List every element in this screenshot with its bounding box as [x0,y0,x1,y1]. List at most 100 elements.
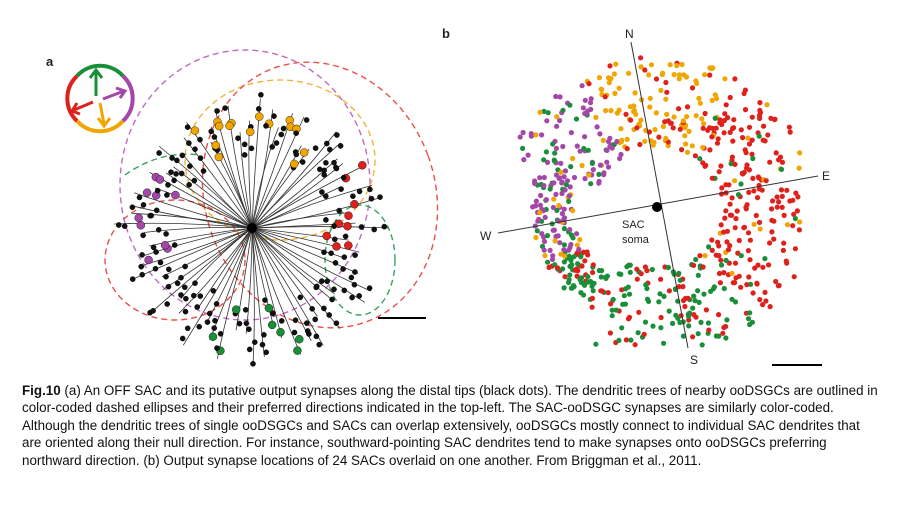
synapse-dot [754,281,760,287]
synapse-dot [179,335,186,342]
synapse-dot [552,150,558,156]
synapse-dot [328,250,334,256]
synapse-dot [695,288,701,294]
synapse-dot [165,182,171,188]
synapse-dot [541,174,547,181]
synapse-dot [144,255,153,265]
dendrite [251,227,312,342]
synapse-dot [732,280,738,286]
synapse-dot [713,333,720,339]
synapse-dot [554,207,560,213]
synapse-dot [574,231,580,237]
synapse-dot [660,123,667,130]
synapse-dot [537,109,543,115]
synapse-dot [637,141,643,148]
synapse-dot [663,79,669,86]
synapse-dot [663,96,669,102]
synapse-dot [590,167,596,173]
dendrite [251,131,337,229]
synapse-dot [605,290,611,296]
synapse-dot [649,266,655,273]
synapse-dot [748,281,754,287]
synapse-dot [745,316,752,322]
synapse-dot [331,236,338,243]
synapse-dot [726,182,732,188]
synapse-dot [778,187,785,193]
synapse-dot [561,206,567,212]
synapse-dot [709,97,715,103]
synapse-dot [677,277,683,283]
synapse-dot [603,108,609,114]
synapse-dot [772,117,778,123]
synapse-dot [731,117,737,123]
synapse-dot [566,277,572,283]
synapse-dot [573,116,580,122]
synapse-dot [316,166,323,173]
synapse-dot [741,169,747,176]
synapse-dot [586,81,592,87]
synapse-dot [619,137,625,143]
synapse-dot [558,160,564,166]
synapse-dot [774,194,780,200]
synapse-dot [225,121,234,131]
caption-text: (a) An OFF SAC and its putative output s… [22,383,878,468]
synapse-dot [136,194,143,201]
synapse-dot [153,249,159,255]
synapse-dot [269,144,276,150]
synapse-dot [333,165,340,172]
synapse-dot [553,191,559,197]
synapse-dot [155,175,165,184]
synapse-dot [567,102,573,108]
dendrite [251,212,351,229]
synapse-dot [210,287,217,294]
synapse-dot [157,259,164,266]
synapse-dot [590,262,596,268]
synapse-dot [676,106,682,112]
synapse-dot [587,100,594,106]
synapse-dot [349,294,355,301]
synapse-dot [700,264,706,270]
synapse-dot [547,186,553,192]
dendrite [114,222,253,229]
synapse-dot [593,341,599,347]
synapse-dot [792,246,799,252]
synapse-dot [251,339,258,346]
synapse-dot [707,147,713,153]
dendrite [251,227,318,317]
synapse-dot [561,247,567,253]
synapse-dot [568,257,574,263]
synapse-dot [173,171,179,177]
synapse-dot [585,147,591,153]
synapse-dot [291,329,298,336]
synapse-dot [174,157,180,164]
dendrite [186,122,253,229]
synapse-dot [618,126,624,132]
synapse-dot [762,289,768,295]
synapse-dot [614,138,620,145]
synapse-dot [312,316,319,323]
synapse-dot [661,340,667,346]
synapse-dot [683,141,689,147]
synapse-dot [732,299,739,305]
synapse-dot [323,217,329,223]
synapse-dot [341,287,348,294]
synapse-dot [797,219,803,225]
dendrite [251,227,302,355]
synapse-dot [751,188,757,194]
synapse-dot [596,178,602,184]
synapse-dot [204,319,211,325]
dendrite [251,227,255,363]
synapse-dot [241,141,248,148]
synapse-dot [129,204,136,210]
synapse-dot [171,177,177,184]
synapse-dot [755,262,761,268]
synapse-dot [554,265,561,271]
synapse-dot [696,95,702,101]
synapse-dot [574,242,581,248]
synapse-dot [525,152,531,158]
synapse-dot [222,105,228,111]
synapse-dot [722,215,728,221]
synapse-dot [182,263,188,270]
synapse-dot [715,239,721,245]
synapse-dot [666,308,672,314]
